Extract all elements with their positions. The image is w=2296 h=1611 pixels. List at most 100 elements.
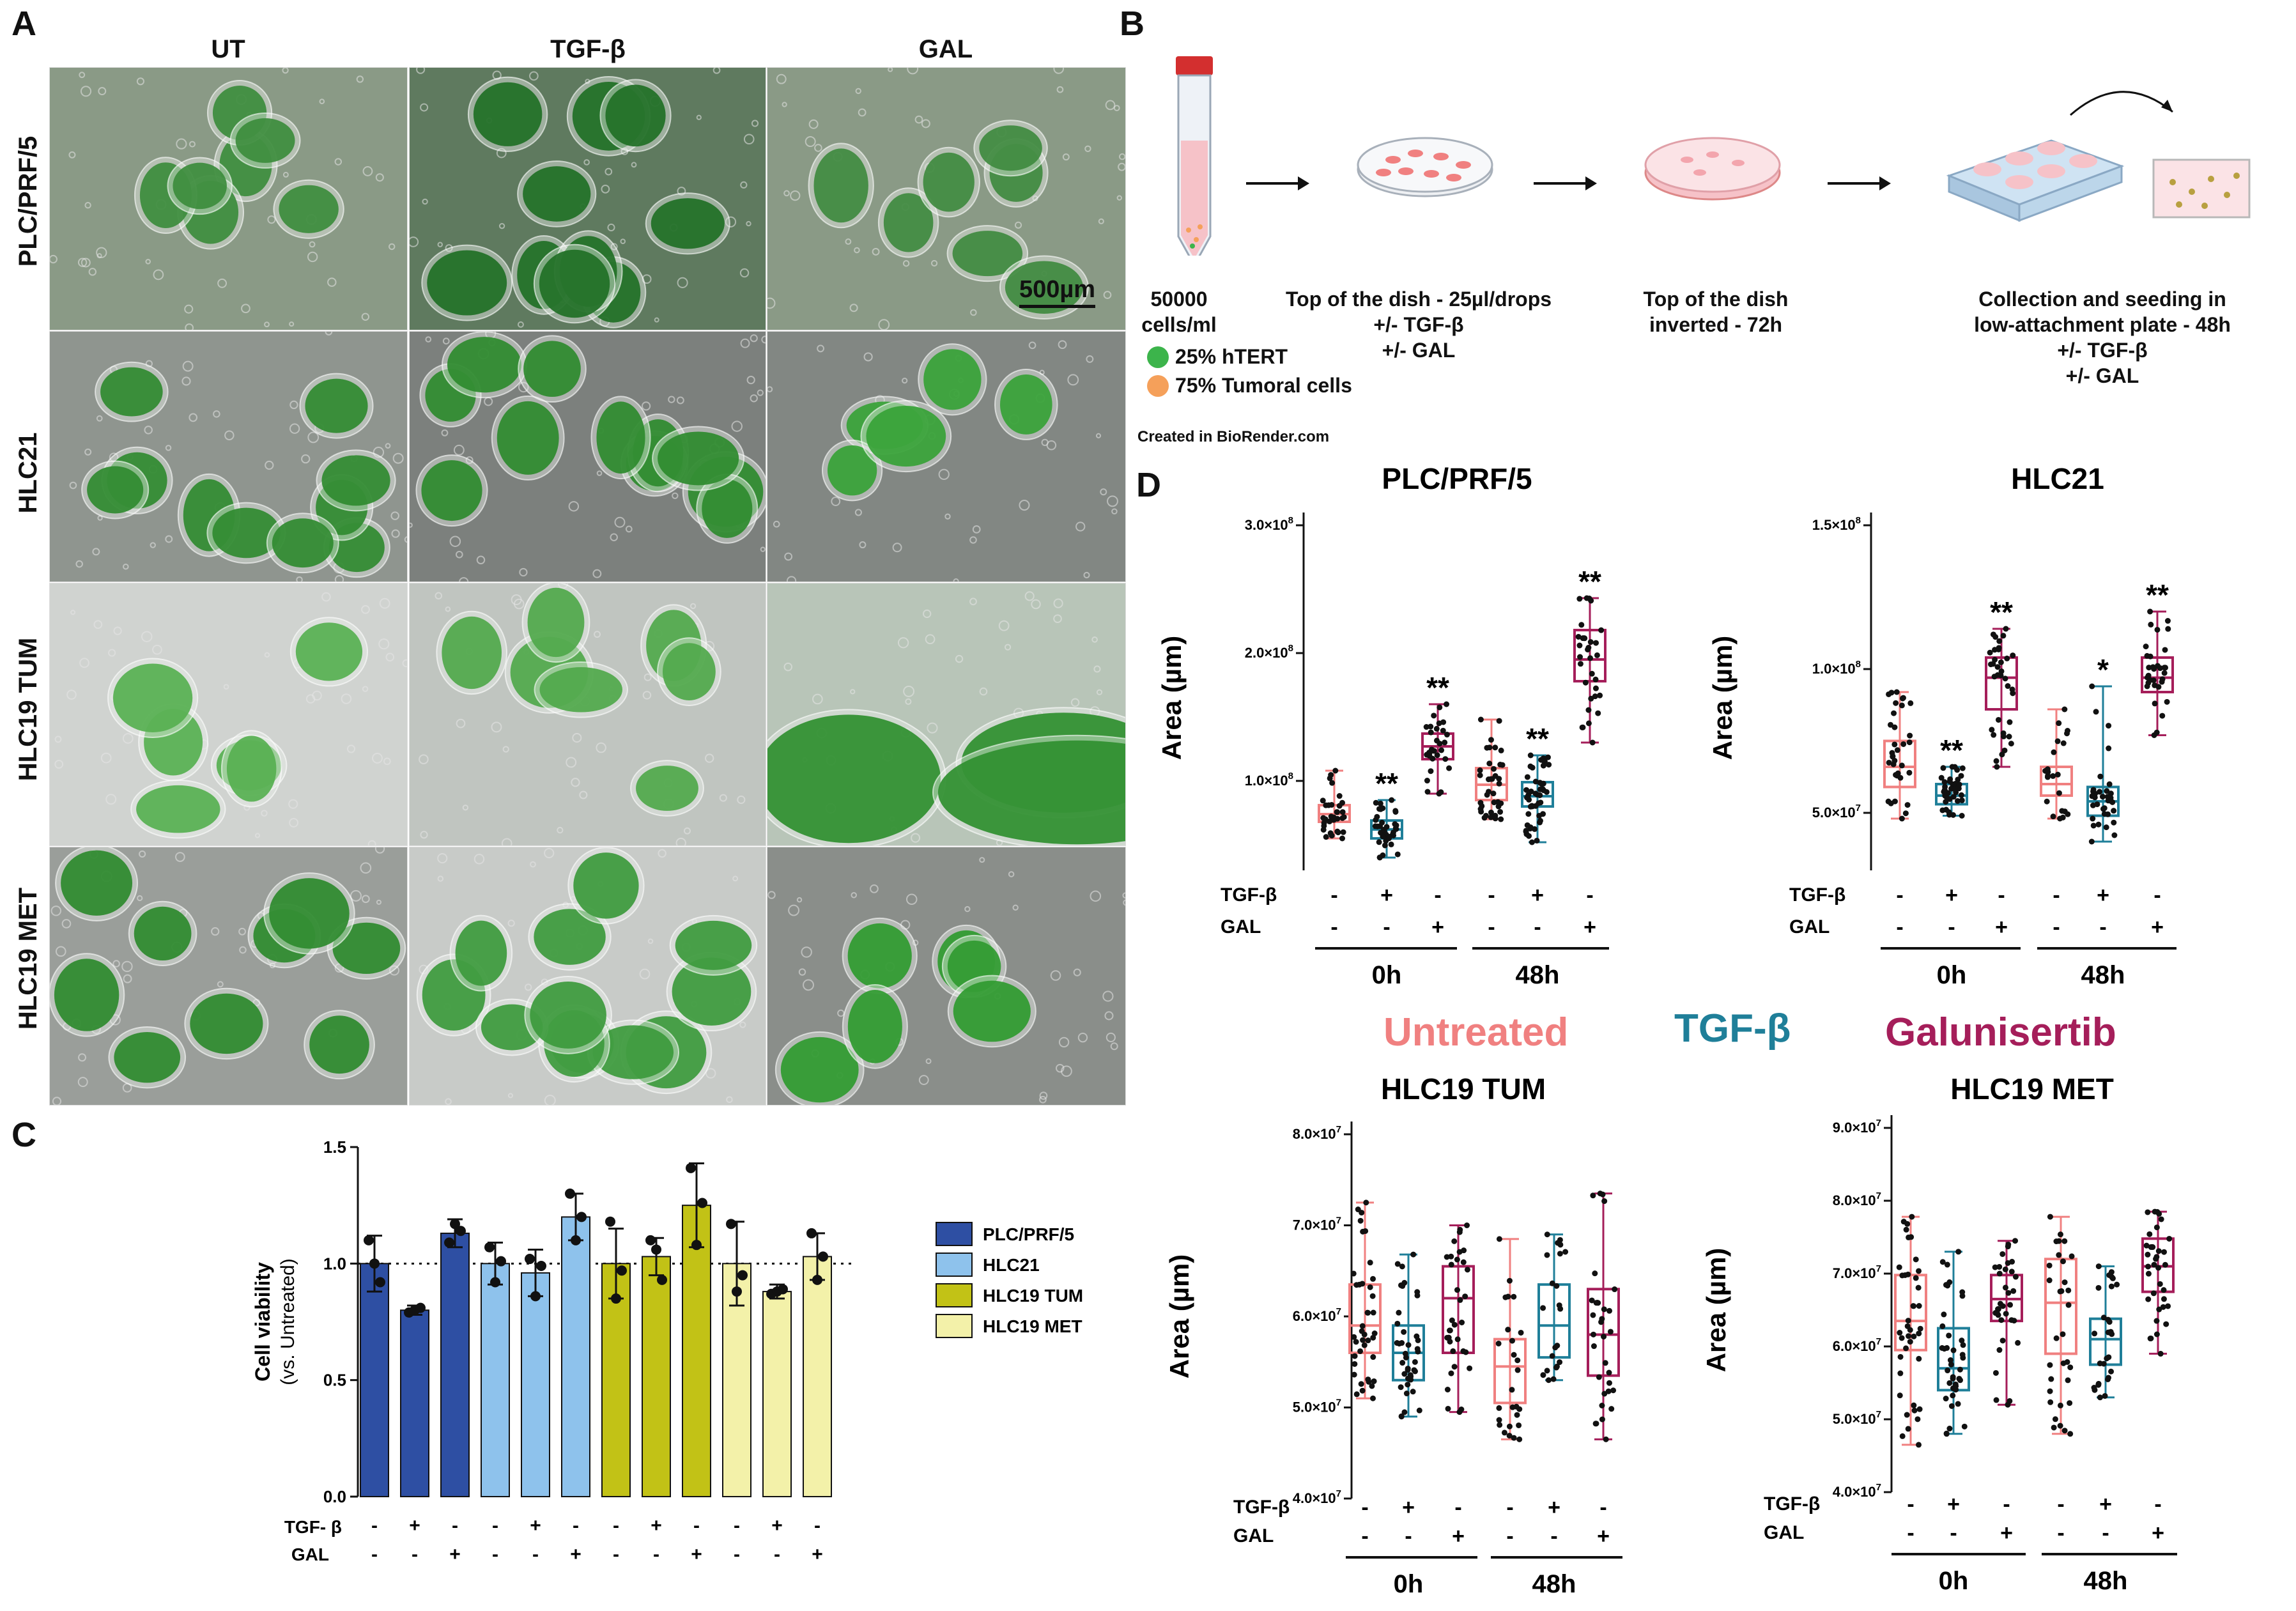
debris-mark — [814, 144, 822, 152]
data-point — [1597, 692, 1603, 698]
data-point — [1953, 1383, 1959, 1389]
data-point — [1458, 1407, 1465, 1413]
data-point — [1392, 808, 1399, 815]
debris-mark — [241, 304, 250, 314]
data-point — [1380, 826, 1387, 833]
spheroid — [523, 166, 591, 222]
data-point — [1939, 1259, 1946, 1265]
data-point — [1892, 724, 1898, 730]
data-point — [1491, 799, 1497, 806]
data-point — [1557, 1251, 1563, 1257]
data-point — [1577, 654, 1583, 660]
tgf-sign: - — [1586, 883, 1593, 907]
debris-mark — [374, 847, 385, 854]
data-point — [2047, 1399, 2054, 1405]
debris-mark — [927, 722, 938, 734]
tgf-sign: - — [693, 1515, 700, 1536]
data-point — [1438, 747, 1445, 753]
data-point — [1999, 752, 2005, 758]
data-point — [1987, 661, 1994, 668]
data-point — [1361, 1331, 1368, 1337]
data-point — [1486, 744, 1493, 751]
debris-mark — [541, 978, 548, 986]
spheroid — [269, 878, 350, 949]
data-point — [1544, 1252, 1550, 1258]
data-point — [1446, 765, 1452, 771]
y-axis-label: Cell viability — [251, 1262, 274, 1382]
scale-bar-label: 500µm — [1019, 276, 1096, 303]
data-point — [2155, 1265, 2162, 1271]
data-point — [2003, 1311, 2009, 1317]
data-point — [2061, 1238, 2068, 1244]
debris-mark — [544, 847, 555, 859]
bar — [360, 1263, 389, 1497]
debris-mark — [189, 141, 196, 148]
debris-mark — [113, 626, 122, 635]
debris-mark — [1100, 488, 1107, 496]
debris-mark — [238, 927, 246, 936]
time-label-48h: 48h — [1516, 961, 1560, 989]
data-point — [1602, 1360, 1608, 1366]
data-point — [2100, 806, 2106, 812]
debris-mark — [1008, 871, 1015, 877]
y-tick-label: 0.0 — [323, 1487, 346, 1506]
data-point — [1410, 1389, 1416, 1395]
data-point — [1523, 828, 1529, 834]
data-point — [1900, 741, 1907, 747]
gal-sign: - — [1361, 1524, 1368, 1548]
debris-mark — [783, 190, 790, 197]
y-tick-label: 1.5×108 — [1812, 515, 1861, 533]
debris-mark — [812, 693, 823, 705]
data-point — [2012, 1274, 2019, 1280]
data-point — [778, 1284, 788, 1295]
micrograph-image — [410, 332, 766, 582]
tgf-sign: + — [530, 1515, 541, 1536]
debris-mark — [878, 319, 890, 330]
data-point — [2007, 719, 2013, 725]
debris-mark — [264, 652, 270, 658]
data-point — [2106, 1319, 2113, 1325]
debris-mark — [265, 460, 274, 470]
gal-sign: + — [691, 1544, 702, 1565]
y-tick-label: 7.0×107 — [1833, 1263, 1881, 1281]
legend-label: HLC21 — [983, 1255, 1040, 1275]
y-axis-label: Area (µm) — [1701, 1248, 1731, 1373]
data-point — [1946, 809, 1952, 815]
debris-mark — [979, 687, 988, 696]
col-header-ut: UT — [211, 35, 245, 63]
data-point — [1612, 1286, 1618, 1293]
data-point — [1996, 1263, 2003, 1270]
debris-mark — [784, 552, 793, 561]
debris-mark — [442, 337, 450, 345]
debris-mark — [96, 253, 102, 259]
data-point — [2090, 789, 2097, 795]
tgf-sign: + — [1548, 1495, 1560, 1520]
data-point — [1451, 1322, 1458, 1328]
debris-mark — [676, 396, 684, 405]
debris-mark — [783, 662, 793, 672]
data-point — [1327, 830, 1334, 836]
data-point — [1899, 815, 1905, 822]
data-point — [645, 1235, 656, 1245]
data-point — [2165, 1303, 2171, 1309]
data-point — [1464, 1222, 1470, 1228]
data-point — [1401, 1279, 1408, 1286]
spheroid — [953, 980, 1031, 1042]
data-point — [1496, 718, 1502, 724]
debris-mark — [955, 654, 964, 663]
debris-mark — [863, 352, 873, 362]
data-point — [1375, 823, 1381, 829]
spheroid — [321, 455, 390, 506]
data-point — [1952, 764, 1958, 770]
debris-mark — [610, 533, 618, 541]
data-point — [1888, 800, 1894, 806]
debris-mark — [739, 1021, 746, 1028]
workflow-illustrations — [1176, 56, 2251, 256]
data-point — [1906, 1333, 1912, 1339]
data-point — [1399, 1263, 1405, 1270]
data-point — [2165, 626, 2171, 632]
debris-mark — [122, 733, 134, 744]
data-point — [1958, 792, 1964, 798]
data-point — [1501, 1430, 1507, 1436]
spheroid — [675, 920, 752, 970]
